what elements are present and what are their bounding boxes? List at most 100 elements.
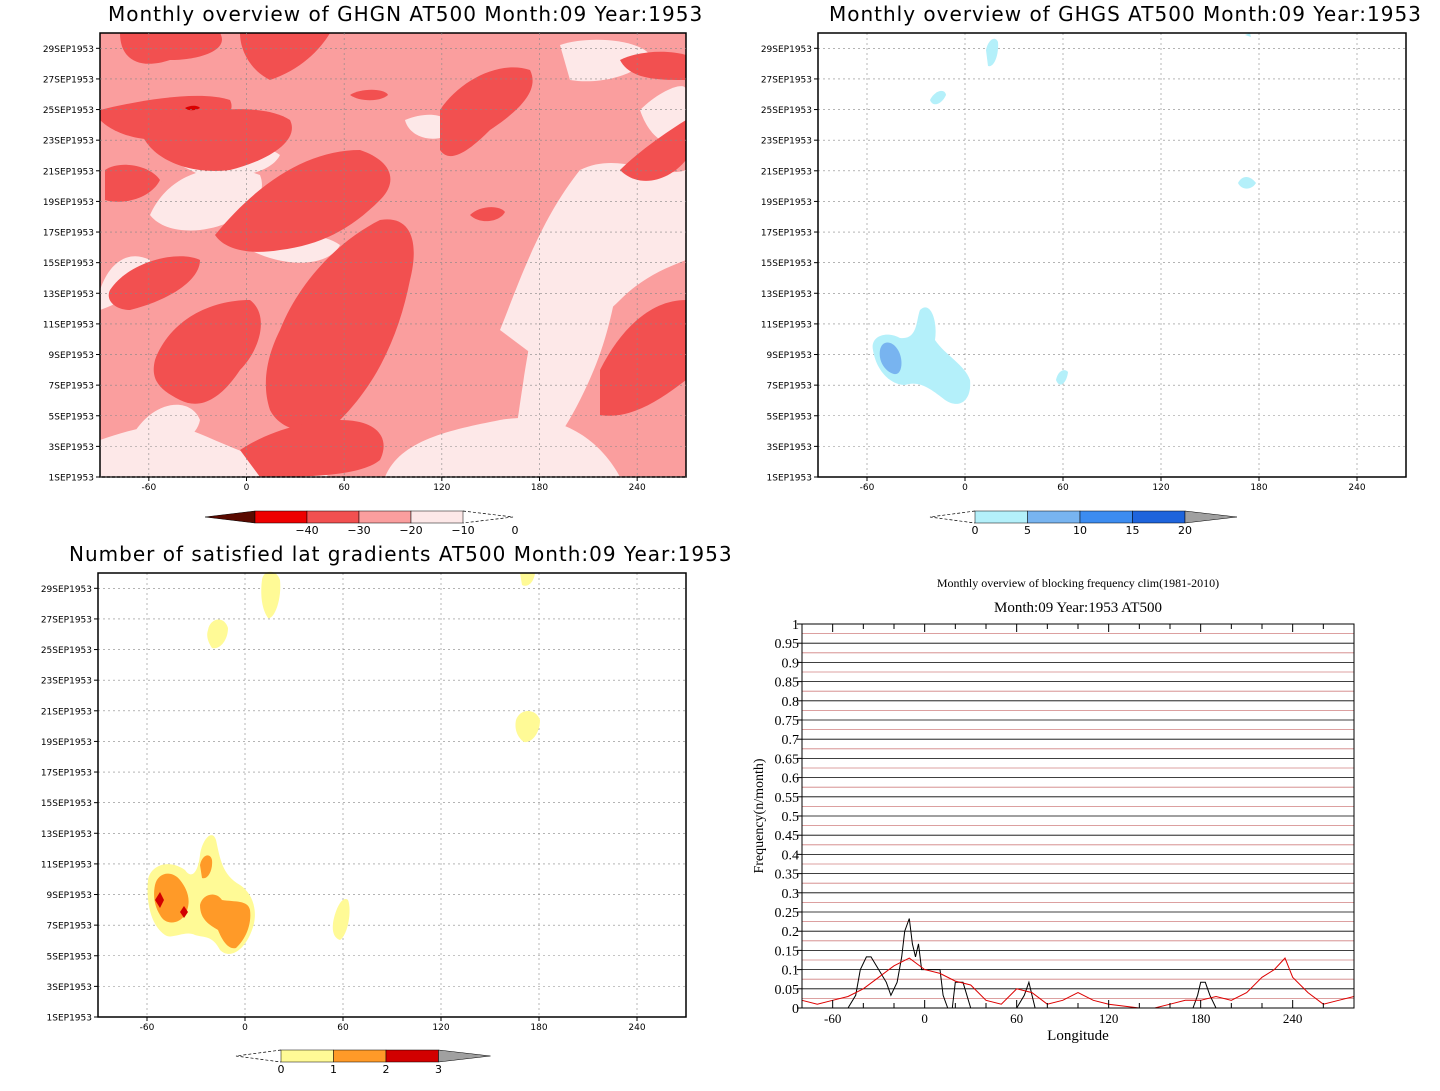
colorbar-cell [280,1049,334,1063]
x-tick-label: 0 [242,1023,248,1033]
x-tick-label: 0 [244,483,250,493]
x-tick-label: 180 [1250,483,1267,493]
colorbar-cells [929,510,1238,524]
x-tick-label: 0 [921,1011,928,1026]
colorbar-low-triangle [204,510,256,524]
y-tick-label: 0.1 [782,964,800,979]
x-tick-label: 240 [628,1023,645,1033]
y-tick-label: 25SEP1953 [43,106,94,116]
ghgn-gridlines [100,33,686,478]
y-tick-label: 27SEP1953 [43,75,94,85]
y-tick-label: 0.25 [775,906,800,921]
x-tick-label: 120 [1152,483,1169,493]
y-tick-label: 7SEP1953 [47,922,92,932]
y-tick-label: 11SEP1953 [41,860,92,870]
freq-series-black [802,918,1354,1009]
nsat-field [147,571,540,954]
x-tick-label: -60 [824,1011,841,1026]
x-tick-label: 0 [962,483,968,493]
colorbar-cells [235,1049,491,1063]
colorbar-labels: −40 −30 −20 −10 0 [295,524,518,537]
y-tick-label: 23SEP1953 [43,137,94,147]
freq-y-axis: 0 0.05 0.1 0.15 0.2 0.25 0.3 0.35 0.4 0.45 0.5 0.55… [775,618,802,1017]
ghgs-title: Monthly overview of GHGS AT500 Month:09 … [829,2,1422,26]
ghgs-field [872,33,1256,404]
y-tick-label: 5SEP1953 [49,412,94,422]
y-tick-label: 1SEP1953 [767,474,812,484]
y-tick-label: 15SEP1953 [41,799,92,809]
y-tick-label: 1SEP1953 [47,1014,92,1024]
ghgn-y-axis: 1SEP1953 3SEP1953 5SEP1953 7SEP1953 9SEP1953… [43,45,100,484]
y-tick-label: 19SEP1953 [761,198,812,208]
freq-x-label: Longitude [1047,1028,1109,1044]
x-tick-label: 120 [433,483,450,493]
y-tick-label: 0 [792,1002,799,1017]
y-tick-label: 27SEP1953 [41,615,92,625]
y-tick-label: 7SEP1953 [767,382,812,392]
y-tick-label: 29SEP1953 [41,585,92,595]
nsat-gridlines [98,573,686,1018]
y-tick-label: 29SEP1953 [761,45,812,55]
freq-series-red [801,957,1355,1009]
freq-x-axis: -60 0 60 120 180 240 [801,624,1355,1026]
y-tick-label: 0.9 [782,656,800,671]
ghgn-plot: 1SEP1953 3SEP1953 5SEP1953 7SEP1953 9SEP1953… [43,32,687,493]
y-tick-label: 15SEP1953 [761,259,812,269]
freq-subtitle: Month:09 Year:1953 AT500 [994,600,1162,616]
ghgs-colorbar: 0 5 10 15 20 [929,510,1238,537]
y-tick-label: 9SEP1953 [767,351,812,361]
colorbar-cell [333,1049,387,1063]
y-tick-label: 7SEP1953 [49,382,94,392]
y-tick-label: 17SEP1953 [41,769,92,779]
y-tick-label: 0.35 [775,868,800,883]
ghgn-x-axis: -60 0 60 120 180 240 [141,477,646,493]
x-tick-label: 60 [1010,1011,1023,1026]
freq-y-label: Frequency(n/month) [752,758,767,873]
y-tick-label: 0.55 [775,791,800,806]
y-tick-label: 0.65 [775,752,800,767]
y-tick-label: 13SEP1953 [43,290,94,300]
freq-hgrid [802,623,1354,1009]
x-tick-label: 120 [432,1023,449,1033]
y-tick-label: 0.7 [782,733,800,748]
colorbar-label: −30 [347,524,370,537]
y-tick-label: 0.5 [782,810,800,825]
y-tick-label: 0.15 [775,944,800,959]
y-tick-label: 19SEP1953 [43,198,94,208]
ghgs-y-axis: 1SEP1953 3SEP1953 5SEP1953 7SEP1953 9SEP1953… [761,45,818,484]
y-tick-label: 3SEP1953 [767,443,812,453]
freq-series [801,918,1355,1009]
y-tick-label: 21SEP1953 [761,167,812,177]
y-tick-label: 0.3 [782,887,800,902]
y-tick-label: 0.2 [782,925,800,940]
colorbar-label: −40 [295,524,318,537]
colorbar-label: 1 [330,1063,337,1076]
colorbar-cell [254,510,308,524]
colorbar-open-high [462,510,514,524]
colorbar-cell [1027,510,1081,524]
colorbar-label: −10 [451,524,474,537]
nsat-title: Number of satisfied lat gradients AT500 … [69,542,733,566]
colorbar-labels: 0 1 2 3 [278,1063,443,1076]
y-tick-label: 9SEP1953 [49,351,94,361]
y-tick-label: 27SEP1953 [761,75,812,85]
x-tick-label: 240 [1283,1011,1303,1026]
y-tick-label: 0.6 [782,772,800,787]
colorbar-high-triangle [438,1049,491,1063]
y-tick-label: 17SEP1953 [43,229,94,239]
y-tick-label: 25SEP1953 [761,106,812,116]
y-tick-label: 19SEP1953 [41,738,92,748]
y-tick-label: 0.45 [775,829,800,844]
y-tick-label: 0.4 [782,848,800,863]
colorbar-cells [204,510,514,524]
ghgn-title: Monthly overview of GHGN AT500 Month:09 … [108,2,704,26]
colorbar-label: −20 [399,524,422,537]
nsat-y-axis: 1SEP1953 3SEP1953 5SEP1953 7SEP1953 9SEP1953… [41,585,98,1024]
x-tick-label: 180 [530,1023,547,1033]
y-tick-label: 3SEP1953 [49,443,94,453]
x-tick-label: 240 [1348,483,1365,493]
colorbar-cell [410,510,464,524]
x-tick-label: -60 [860,483,875,493]
colorbar-label: 0 [278,1063,285,1076]
nsat-x-axis: -60 0 60 120 180 240 [140,1017,646,1033]
